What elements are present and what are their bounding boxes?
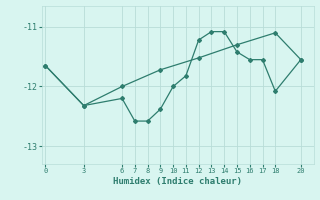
- X-axis label: Humidex (Indice chaleur): Humidex (Indice chaleur): [113, 177, 242, 186]
